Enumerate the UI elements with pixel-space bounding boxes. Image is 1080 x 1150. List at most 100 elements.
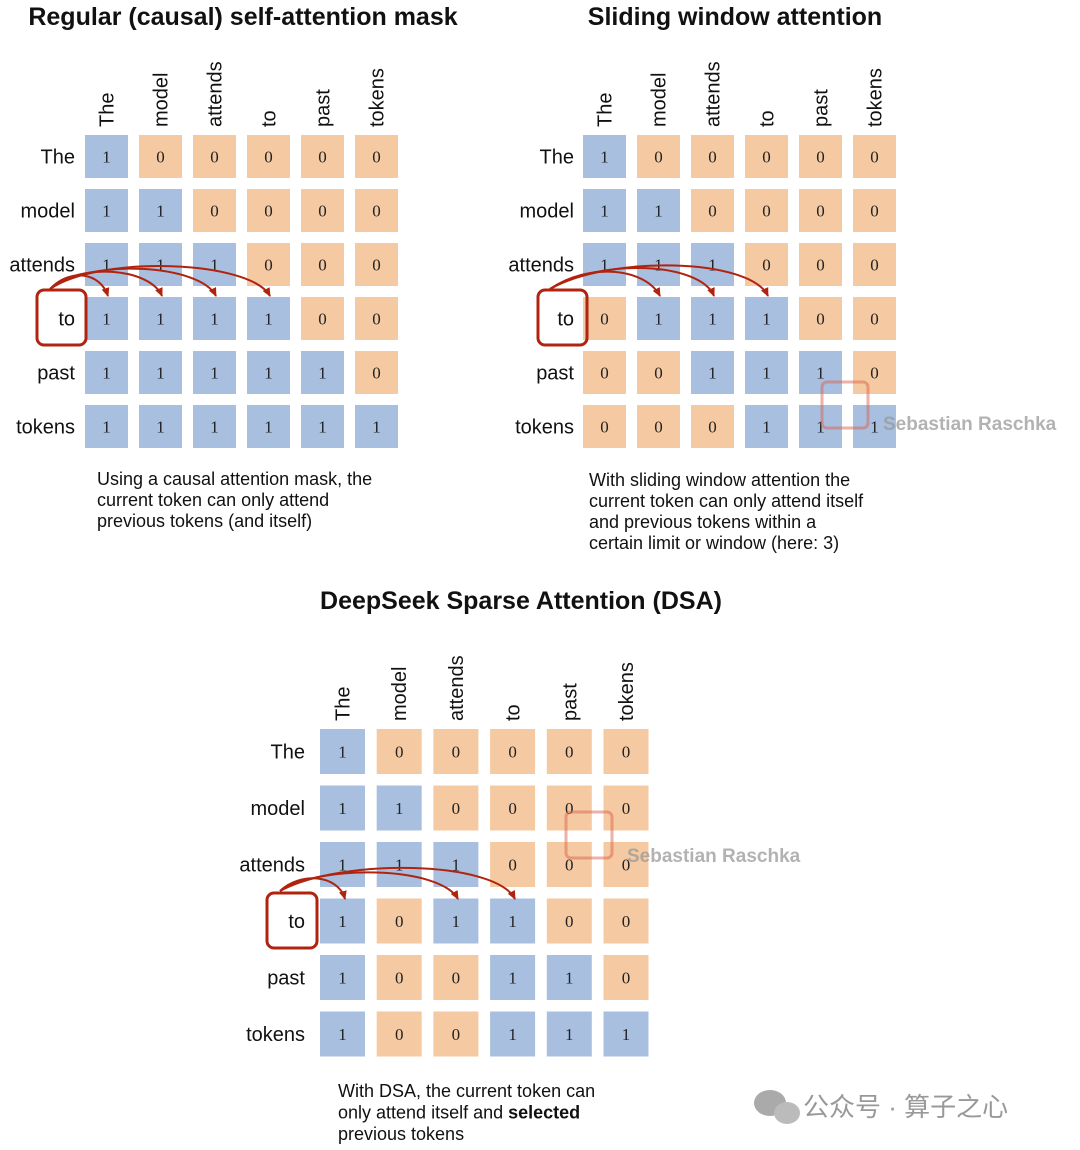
panel-title: Regular (causal) self-attention mask	[28, 3, 457, 31]
mask-cell	[603, 898, 649, 944]
mask-cell	[193, 189, 236, 232]
mask-cell	[490, 785, 536, 831]
cell-value: 0	[372, 148, 381, 167]
cell-value: 1	[264, 364, 273, 383]
mask-cell	[691, 405, 734, 448]
cell-value: 1	[654, 202, 663, 221]
cell-value: 1	[318, 418, 327, 437]
row-label: model	[21, 201, 75, 223]
cell-value: 0	[816, 310, 825, 329]
cell-value: 1	[156, 364, 165, 383]
mask-cell	[139, 297, 182, 340]
cell-value: 1	[318, 364, 327, 383]
cell-value: 0	[622, 969, 631, 988]
caption-text: Using a causal attention mask, the	[97, 469, 372, 489]
cell-value: 0	[816, 148, 825, 167]
mask-cell	[85, 135, 128, 178]
mask-cell	[301, 189, 344, 232]
cell-value: 0	[870, 202, 879, 221]
mask-cell	[139, 243, 182, 286]
cell-value: 1	[622, 1025, 631, 1044]
row-label: The	[540, 147, 574, 169]
row-label: model	[520, 201, 574, 223]
row-label: model	[251, 798, 305, 820]
mask-cell	[691, 135, 734, 178]
mask-cell	[583, 135, 626, 178]
mask-cell	[247, 243, 290, 286]
cell-value: 1	[762, 364, 771, 383]
row-label: tokens	[16, 417, 75, 439]
row-label: The	[41, 147, 75, 169]
mask-cell	[193, 351, 236, 394]
caption-text: With sliding window attention the	[589, 470, 850, 490]
mask-cell	[546, 955, 592, 1000]
mask-cell	[853, 297, 896, 340]
caption-bold: selected	[508, 1103, 580, 1123]
cell-value: 0	[654, 148, 663, 167]
cell-value: 0	[762, 202, 771, 221]
cell-value: 1	[708, 310, 717, 329]
cell-value: 0	[870, 256, 879, 275]
cell-value: 0	[622, 856, 631, 875]
cell-value: 1	[156, 310, 165, 329]
cell-value: 0	[318, 148, 327, 167]
cell-value: 0	[622, 799, 631, 818]
cell-value: 0	[600, 418, 609, 437]
caption-line: only attend itself and selected	[338, 1103, 580, 1123]
mask-cell	[546, 1011, 592, 1057]
mask-cell	[433, 842, 479, 887]
mask-cell	[85, 297, 128, 340]
column-label: tokens	[865, 68, 887, 127]
mask-cell	[583, 297, 626, 340]
column-label: tokens	[616, 662, 638, 721]
cell-value: 1	[508, 912, 517, 931]
mask-cell	[490, 898, 536, 944]
row-label: to	[288, 911, 305, 933]
cell-value: 0	[708, 202, 717, 221]
cell-value: 1	[338, 912, 347, 931]
mask-cell	[745, 243, 788, 286]
cell-value: 0	[600, 310, 609, 329]
highlight-box	[35, 288, 88, 347]
cell-value: 0	[264, 256, 273, 275]
cell-value: 0	[816, 202, 825, 221]
cell-value: 1	[338, 799, 347, 818]
mask-cell	[853, 243, 896, 286]
mask-cell	[85, 405, 128, 448]
mask-cell	[320, 842, 365, 887]
cell-value: 1	[452, 912, 461, 931]
panel-title: Sliding window attention	[588, 3, 882, 31]
cell-value: 0	[565, 912, 574, 931]
cell-value: 1	[762, 310, 771, 329]
mask-cell	[376, 955, 422, 1000]
column-label: The	[97, 93, 119, 127]
mask-cell	[139, 135, 182, 178]
highlight-box	[536, 288, 589, 347]
mask-cell	[376, 785, 422, 831]
caption-line: With DSA, the current token can	[338, 1081, 595, 1101]
caption-text: certain limit or window (here: 3)	[589, 533, 839, 553]
mask-cell	[490, 842, 536, 887]
cell-value: 0	[395, 912, 404, 931]
mask-cell	[603, 1011, 649, 1057]
cell-value: 0	[708, 418, 717, 437]
cell-value: 0	[654, 364, 663, 383]
mask-cell	[139, 351, 182, 394]
mask-cell	[799, 297, 842, 340]
mask-cell	[637, 351, 680, 394]
mask-cell	[490, 1011, 536, 1057]
cell-value: 1	[816, 418, 825, 437]
panel-title: DeepSeek Sparse Attention (DSA)	[320, 587, 722, 615]
mask-cell	[637, 405, 680, 448]
row-label: past	[536, 363, 574, 385]
column-label: to	[259, 110, 281, 127]
mask-cell	[745, 135, 788, 178]
mask-cell	[490, 729, 536, 774]
row-label: tokens	[515, 417, 574, 439]
row-label: past	[37, 363, 75, 385]
cell-value: 0	[762, 148, 771, 167]
mask-cell	[320, 785, 365, 831]
caption-line: certain limit or window (here: 3)	[589, 533, 839, 553]
cell-value: 0	[600, 364, 609, 383]
